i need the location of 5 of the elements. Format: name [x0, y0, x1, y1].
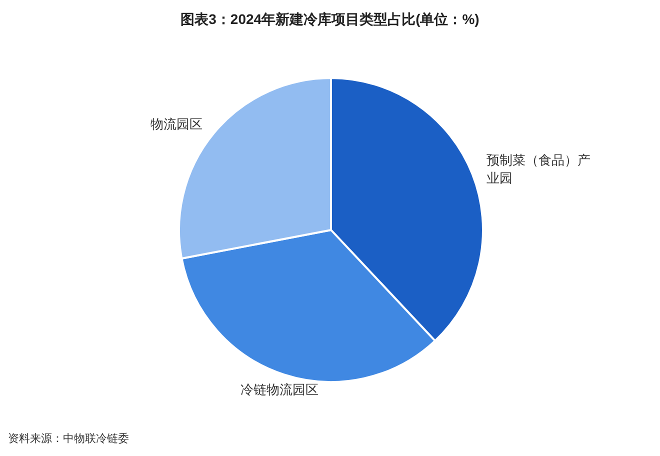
slice-label: 物流园区 [150, 116, 202, 132]
slice-label: 预制菜（食品）产业园 [486, 152, 590, 186]
text: 资料来源：中物联冷链委 [8, 432, 129, 445]
chart-title: 图表3：2024年新建冷库项目类型占比(单位：%) [180, 11, 480, 27]
slice-label: 冷链物流园区 [240, 382, 318, 397]
